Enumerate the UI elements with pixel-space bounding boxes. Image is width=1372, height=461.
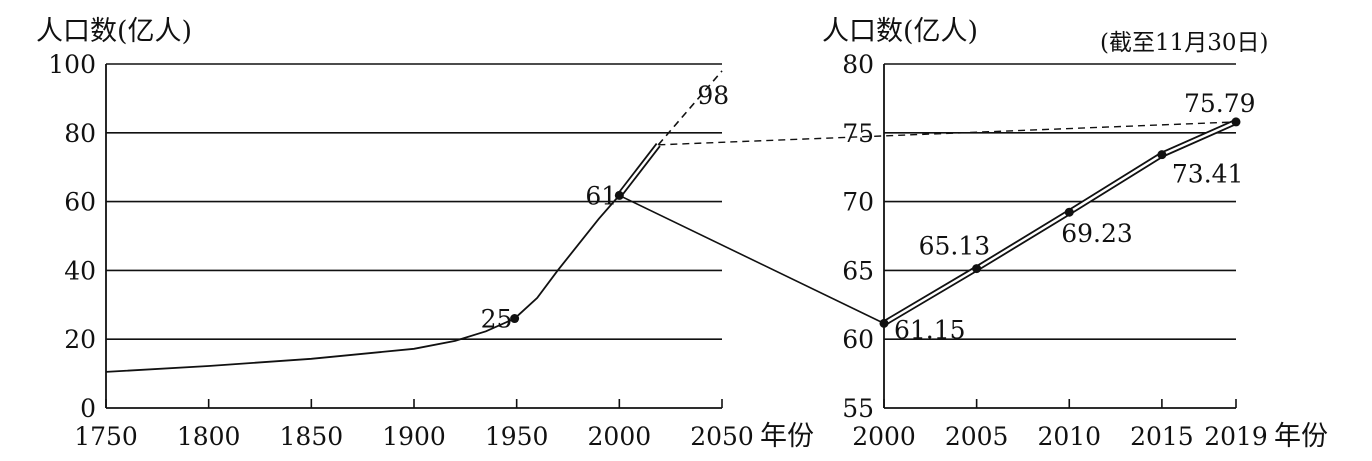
left-series-line-recent-inner [618, 144, 660, 197]
right-y-axis-title: 人口数(亿人) [822, 16, 978, 47]
left-x-tick-label: 2000 [588, 422, 652, 451]
left-x-tick-label: 1900 [382, 422, 446, 451]
left-y-axis-title: 人口数(亿人) [36, 16, 192, 47]
right-x-tick-label: 2019 [1204, 422, 1268, 451]
right-y-tick-label: 75 [842, 119, 874, 148]
right-data-label: 61.15 [894, 315, 966, 344]
left-x-tick-label: 2050 [690, 422, 754, 451]
left-x-axis-title: 年份 [760, 421, 814, 452]
zoom-connector-dashed [658, 121, 1237, 146]
right-data-label: 69.23 [1061, 219, 1133, 248]
right-data-point [1157, 150, 1167, 160]
left-annotation-label: 98 [697, 81, 729, 110]
right-data-label: 75.79 [1184, 89, 1256, 118]
right-data-label: 73.41 [1172, 160, 1244, 189]
right-x-axis-title: 年份 [1274, 421, 1328, 452]
left-y-tick-label: 20 [64, 325, 96, 354]
left-annotation-label: 25 [481, 305, 513, 334]
left-y-tick-label: 80 [64, 119, 96, 148]
right-y-tick-label: 55 [842, 394, 874, 423]
left-y-tick-label: 100 [48, 50, 96, 79]
left-y-tick-label: 40 [64, 256, 96, 285]
left-x-tick-label: 1750 [74, 422, 138, 451]
left-series-line-historic [105, 194, 620, 373]
right-x-tick-label: 2015 [1130, 422, 1194, 451]
right-series-line-inner [883, 120, 1237, 325]
zoom-connector-line [618, 194, 885, 325]
left-data-point [510, 314, 520, 324]
left-y-tick-label: 0 [80, 394, 96, 423]
left-x-tick-label: 1850 [280, 422, 344, 451]
right-y-tick-label: 65 [842, 256, 874, 285]
right-y-tick-label: 60 [842, 325, 874, 354]
left-x-tick-label: 1950 [485, 422, 549, 451]
right-data-point [1064, 207, 1074, 217]
right-x-tick-label: 2005 [945, 422, 1009, 451]
right-x-tick-label: 2000 [852, 422, 916, 451]
left-y-tick-label: 60 [64, 188, 96, 217]
right-x-tick-label: 2010 [1037, 422, 1101, 451]
right-y-tick-label: 80 [842, 50, 874, 79]
right-y-tick-label: 70 [842, 188, 874, 217]
left-x-tick-label: 1800 [177, 422, 241, 451]
right-data-point [972, 264, 982, 274]
right-data-label: 65.13 [919, 232, 991, 261]
right-date-note: (截至11月30日) [1100, 30, 1268, 56]
left-annotation-label: 61 [585, 181, 617, 210]
left-series-line-projection [657, 70, 723, 146]
